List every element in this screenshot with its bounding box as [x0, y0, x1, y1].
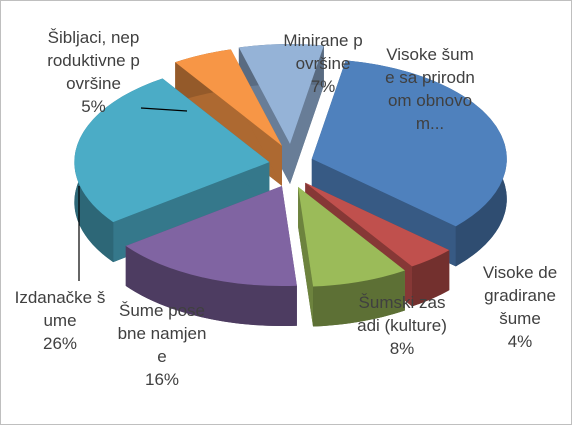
slice: [305, 182, 450, 267]
slice: [311, 60, 507, 227]
slice-wall: [298, 186, 314, 327]
category-label: Visoke degradirane šume: [482, 263, 558, 328]
data-label: Šume posebne namjene 16%: [116, 299, 208, 391]
slice-edge: [412, 250, 450, 307]
value-label: 4%: [507, 332, 533, 351]
value-label: 7%: [310, 77, 336, 96]
category-label: Šibljaci, neproduktivne površine: [47, 28, 140, 93]
value-label: 5%: [81, 97, 106, 116]
category-label: Šume posebne namjene: [117, 301, 207, 366]
slice-edge: [125, 245, 297, 327]
slice: [125, 186, 297, 287]
data-label: Visoke degradirane šume 4%: [479, 261, 561, 353]
data-label: Izdanačke šume 26%: [11, 286, 109, 355]
data-label: Minirane površine 7%: [279, 29, 367, 98]
value-label: 16%: [144, 370, 180, 389]
category-label: Šumski zasadi (kulture): [357, 293, 447, 335]
slice: [238, 44, 324, 145]
category-label: Visoke šume sa prirodnom obnovom...: [385, 45, 475, 133]
value-label: 26%: [42, 334, 78, 353]
category-label: Izdanačke šume: [14, 288, 106, 330]
value-label: 8%: [389, 339, 415, 358]
leader-line: [140, 107, 188, 112]
slice-edge: [313, 270, 405, 327]
data-label: Šibljaci, neproduktivne površine 5%: [46, 26, 141, 118]
slice: [74, 78, 270, 223]
category-label: Minirane površine: [283, 31, 363, 73]
data-label: Šumski zasadi (kulture) 8%: [356, 291, 448, 360]
slice: [175, 49, 282, 146]
slice: [298, 186, 405, 287]
data-label: Visoke šume sa prirodnom obnovom...: [384, 43, 476, 181]
